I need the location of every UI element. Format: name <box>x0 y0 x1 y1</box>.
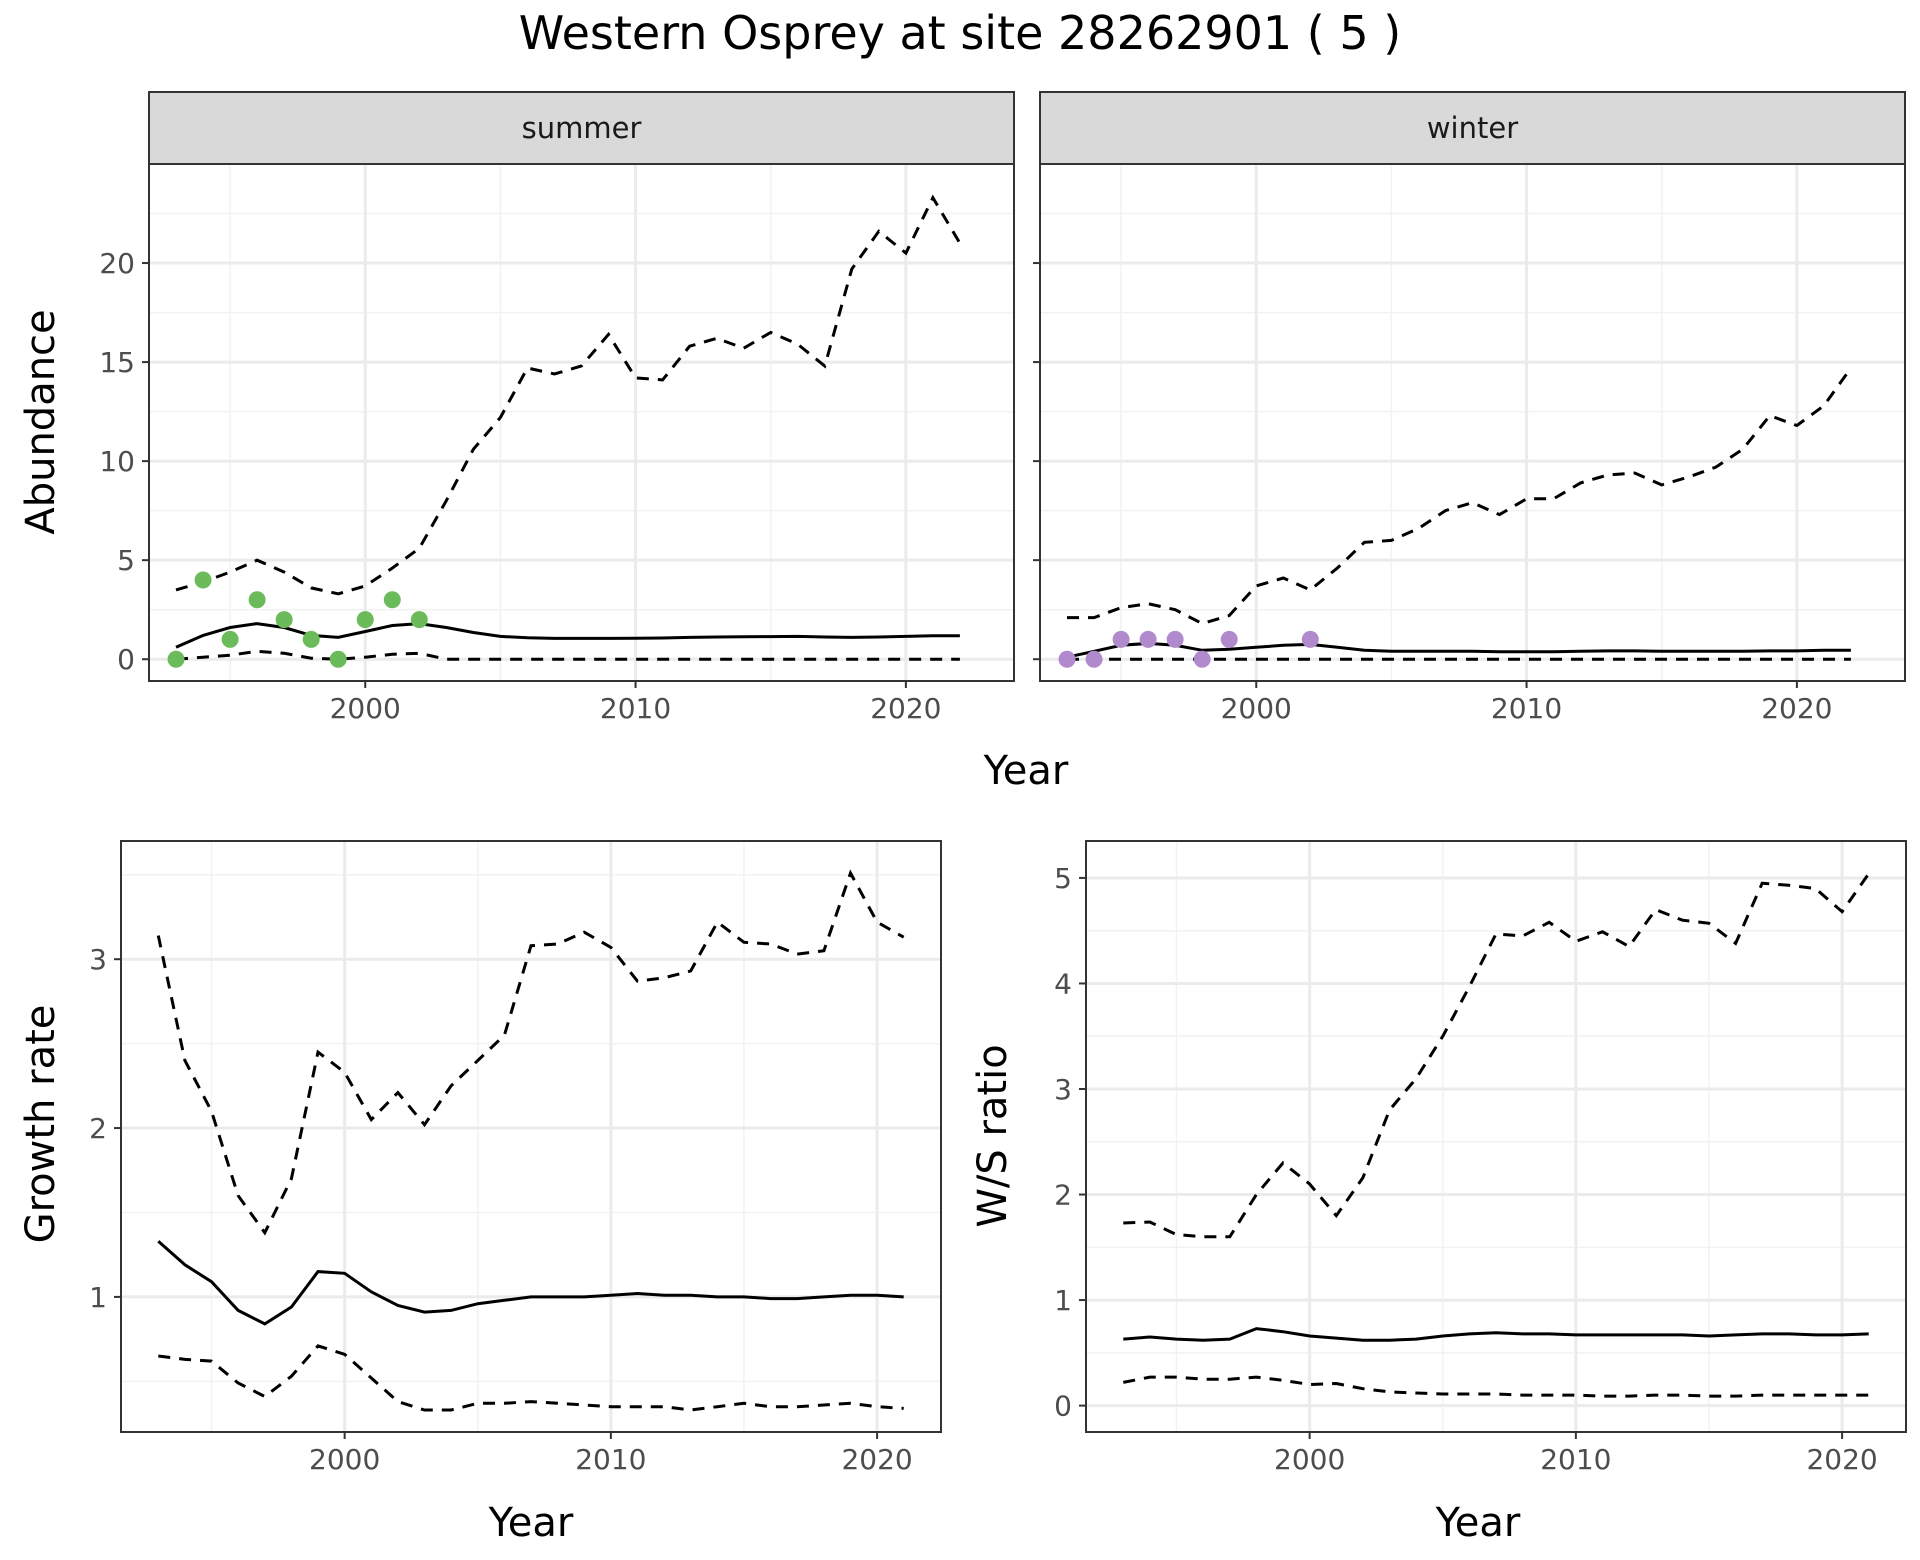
x-tick-label: 2000 <box>1221 692 1292 725</box>
facet-strip <box>1039 91 1906 165</box>
x-tick-label: 2010 <box>600 692 671 725</box>
observed-count-point <box>1220 630 1238 648</box>
x-tick-label: 2010 <box>575 1443 646 1476</box>
x-tick-label: 2000 <box>309 1443 380 1476</box>
observed-count-point <box>329 650 347 668</box>
panel-border <box>148 163 1015 682</box>
panel-border <box>120 840 942 1433</box>
abundance-winter-panel: 2000 2010 2020 winter <box>1033 91 1906 725</box>
ws-y-axis-title: W/S ratio <box>970 1044 1016 1227</box>
observed-count-point <box>302 630 320 648</box>
panel-border <box>1039 163 1906 682</box>
y-tick-label: 5 <box>117 544 135 577</box>
y-tick-label: 0 <box>1054 1390 1072 1423</box>
observed-count-point <box>194 571 212 589</box>
x-tick-label: 2010 <box>1540 1443 1611 1476</box>
abundance-y-axis-title: Abundance <box>18 309 64 534</box>
growth-rate-panel: 2000 2010 2020 1 2 3 <box>89 840 942 1476</box>
observed-count-point <box>1166 630 1184 648</box>
observed-count-point <box>1193 650 1211 668</box>
x-tick-label: 2000 <box>1274 1443 1345 1476</box>
abundance-x-axis-title: Year <box>983 748 1069 794</box>
x-tick-label: 2020 <box>870 692 941 725</box>
upper-bound-line <box>175 194 962 596</box>
ws-x-axis-title: Year <box>1435 1500 1521 1546</box>
y-tick-label: 3 <box>1054 1073 1072 1106</box>
facet-strip <box>148 91 1015 165</box>
lower-bound-line <box>175 649 960 661</box>
y-tick-label: 0 <box>117 643 135 676</box>
y-tick-label: 20 <box>99 247 135 280</box>
observed-count-point <box>356 611 374 629</box>
x-tick-label: 2010 <box>1491 692 1562 725</box>
mean-line <box>175 622 960 649</box>
figure-title: Western Osprey at site 28262901 ( 5 ) <box>519 6 1401 60</box>
y-tick-label: 2 <box>89 1112 107 1145</box>
lower-bound-line <box>158 1344 904 1412</box>
observed-count-point <box>1112 630 1130 648</box>
upper-bound-line <box>1123 872 1870 1239</box>
panel-border <box>1085 840 1907 1433</box>
ws-ratio-panel: 2000 2010 2020 0 1 2 3 4 5 <box>1054 840 1907 1476</box>
observed-count-point <box>275 611 293 629</box>
mean-line <box>157 1240 904 1326</box>
facet-strip-label: summer <box>522 111 642 145</box>
y-tick-label: 1 <box>1054 1284 1072 1317</box>
y-tick-label: 3 <box>89 943 107 976</box>
facet-strip-label: winter <box>1427 111 1518 145</box>
upper-bound-line <box>1067 367 1853 626</box>
y-tick-label: 1 <box>89 1281 107 1314</box>
growth-x-axis-title: Year <box>488 1500 574 1546</box>
y-tick-label: 5 <box>1054 862 1072 895</box>
x-tick-label: 2020 <box>841 1443 912 1476</box>
observed-count-point <box>221 630 239 648</box>
observed-count-point <box>167 650 185 668</box>
observed-count-point <box>1301 630 1319 648</box>
observed-count-point <box>383 591 401 609</box>
lower-bound-line <box>1123 1375 1869 1398</box>
observed-count-point <box>410 611 428 629</box>
abundance-summer-panel: 2000 2010 2020 0 5 10 15 20 summer <box>99 91 1015 725</box>
mean-line <box>1123 1327 1869 1342</box>
observed-count-point <box>1085 650 1103 668</box>
x-tick-label: 2020 <box>1806 1443 1877 1476</box>
y-tick-label: 15 <box>99 346 135 379</box>
observed-count-point <box>1058 650 1076 668</box>
mean-line <box>1066 641 1851 659</box>
y-tick-label: 4 <box>1054 967 1072 1000</box>
upper-bound-line <box>156 869 905 1236</box>
y-tick-label: 10 <box>99 445 135 478</box>
x-tick-label: 2000 <box>330 692 401 725</box>
growth-y-axis-title: Growth rate <box>18 1005 64 1244</box>
y-tick-label: 2 <box>1054 1179 1072 1212</box>
x-tick-label: 2020 <box>1761 692 1832 725</box>
observed-count-point <box>248 591 266 609</box>
observed-count-point <box>1139 630 1157 648</box>
